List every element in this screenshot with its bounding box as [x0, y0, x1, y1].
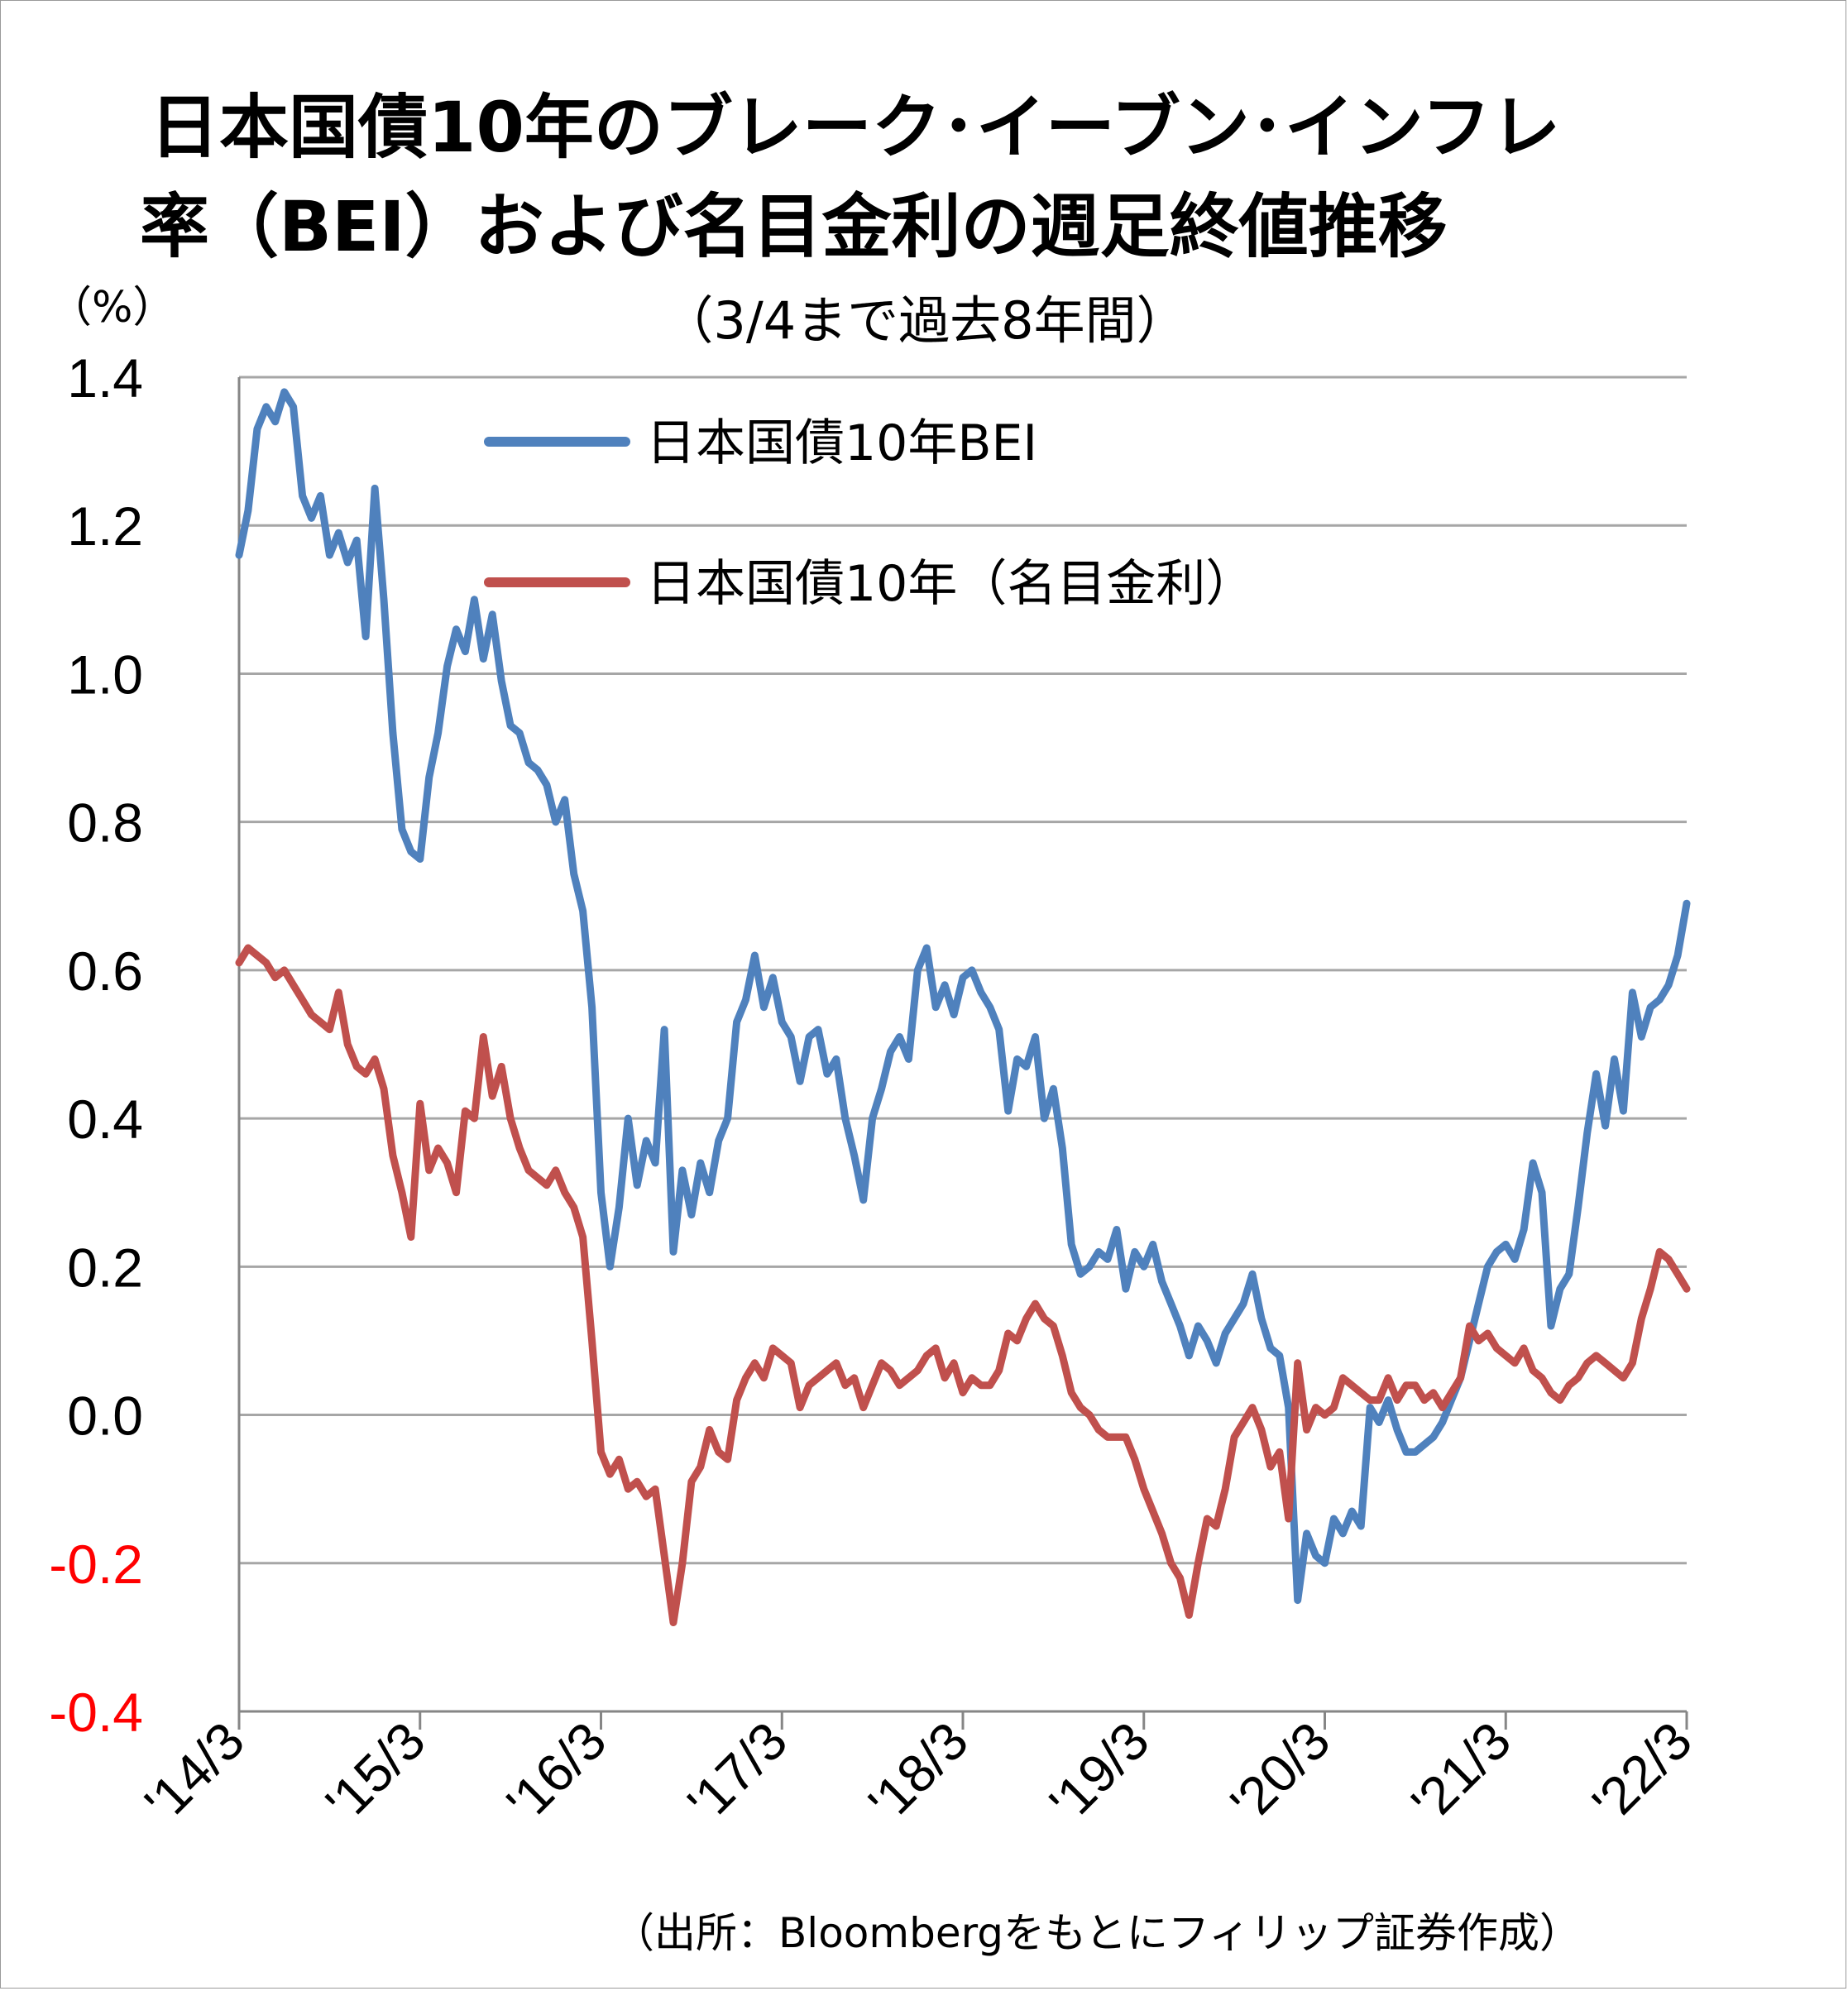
x-tick-label: '21/3 — [1400, 1711, 1523, 1833]
x-tick-label: '18/3 — [857, 1711, 979, 1833]
y-tick-label: 1.2 — [67, 495, 143, 557]
y-axis-unit-label: （%） — [49, 283, 176, 333]
y-tick-label: 1.4 — [67, 347, 143, 409]
x-tick-label: '14/3 — [133, 1711, 256, 1833]
y-tick-label: 1.0 — [67, 644, 143, 705]
x-tick-label: '15/3 — [314, 1711, 437, 1833]
y-tick-label: -0.2 — [49, 1534, 143, 1595]
series-line-bei — [235, 388, 1691, 1605]
x-tick-label: '17/3 — [677, 1711, 799, 1833]
y-tick-label: -0.4 — [49, 1682, 143, 1743]
x-tick-label: '16/3 — [496, 1711, 618, 1833]
x-tick-label: '22/3 — [1581, 1711, 1703, 1833]
series-line-nominal — [235, 944, 1691, 1626]
data-series — [235, 388, 1691, 1626]
chart-title-line-1: 日本国債10年のブレーク･イーブン･インフレ — [150, 87, 1561, 168]
source-note: （出所：Bloombergをもとにフィリップ証券作成） — [613, 1909, 1581, 1957]
y-tick-label: 0.6 — [67, 940, 143, 1002]
x-tick-label: '20/3 — [1219, 1711, 1342, 1833]
legend: 日本国債10年BEI 日本国債10年（名目金利） — [484, 414, 1255, 613]
legend-label: 日本国債10年（名目金利） — [646, 555, 1255, 613]
x-tick-label: '19/3 — [1038, 1711, 1161, 1833]
y-tick-label: 0.8 — [67, 792, 143, 854]
chart-subtitle: （3/4まで過去8年間） — [662, 290, 1188, 351]
chart-title-line-2: 率（BEI）および名目金利の週足終値推移 — [140, 186, 1448, 267]
y-tick-label: 0.2 — [67, 1237, 143, 1298]
y-tick-label: 0.0 — [67, 1386, 143, 1447]
y-tick-label: 0.4 — [67, 1089, 143, 1150]
legend-label: 日本国債10年BEI — [646, 414, 1037, 472]
